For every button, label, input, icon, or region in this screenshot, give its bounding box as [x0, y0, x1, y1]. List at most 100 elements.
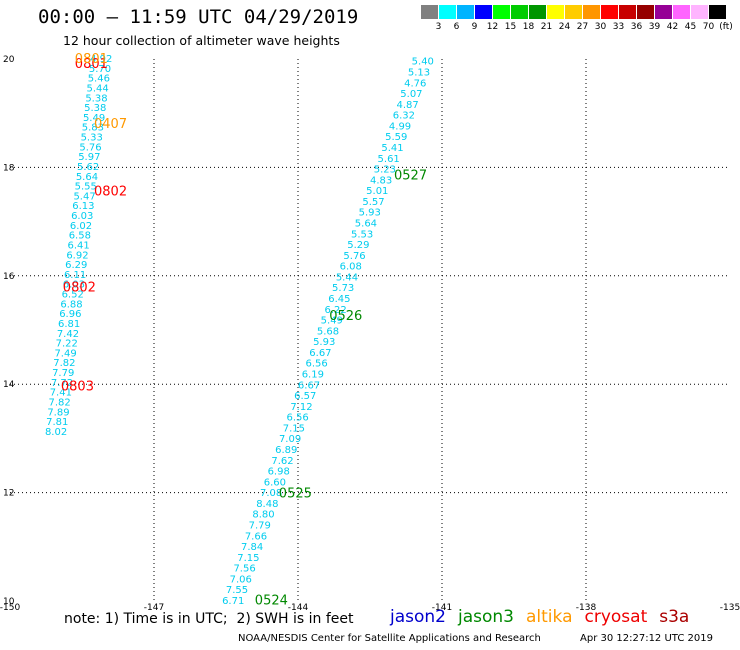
wave-height-label: 7.12 [290, 402, 312, 413]
legend-swatch [691, 5, 708, 19]
legend-unit: (ft) [719, 22, 733, 32]
wave-height-label: 7.79 [52, 368, 74, 379]
wave-height-label: 5.64 [355, 218, 377, 229]
wave-height-label: 5.49 [83, 113, 105, 124]
legend-swatch [601, 5, 618, 19]
wave-height-label: 7.49 [54, 348, 76, 359]
legend-swatch [547, 5, 564, 19]
wave-height-label: 5.44 [87, 83, 109, 94]
credit-line: NOAA/NESDIS Center for Satellite Applica… [238, 633, 541, 644]
legend-label: 30 [594, 22, 607, 32]
wave-height-label: 7.79 [249, 520, 271, 531]
wave-height-label: 5.70 [89, 64, 111, 75]
wave-height-label: 7.66 [245, 531, 267, 542]
wave-height-label: 5.33 [81, 133, 103, 144]
legend-label: 9 [471, 22, 478, 32]
satellite-s3a: s3a [659, 607, 690, 627]
time-label: 0801 [75, 57, 108, 72]
wave-height-label: 6.57 [294, 391, 316, 402]
y-tick-label: 16 [3, 272, 15, 282]
wave-height-label: 5.40 [412, 57, 434, 68]
legend-label: 12 [486, 22, 499, 32]
legend-swatch [619, 5, 636, 19]
x-tick-label: -150 [0, 603, 20, 613]
wave-height-label: 4.99 [389, 121, 411, 132]
legend-label: 36 [630, 22, 643, 32]
legend-swatch [565, 5, 582, 19]
legend-swatch [511, 5, 528, 19]
wave-height-label: 5.93 [359, 208, 381, 219]
y-tick-label: 12 [3, 489, 14, 499]
wave-height-label: 6.52 [62, 290, 84, 301]
wave-height-label: 4.92 [90, 54, 112, 65]
x-tick-label: -141 [432, 603, 452, 613]
wave-height-label: 7.15 [283, 423, 305, 434]
wave-height-label: 7.82 [53, 358, 75, 369]
wave-height-label: 5.46 [88, 74, 110, 85]
legend-swatch [493, 5, 510, 19]
wave-height-label: 5.44 [336, 272, 358, 283]
wave-height-label: 7.09 [279, 434, 301, 445]
wave-height-label: 6.71 [222, 596, 244, 607]
wave-height-label: 7.41 [50, 388, 72, 399]
legend-label: 39 [648, 22, 661, 32]
legend-label: 42 [666, 22, 679, 32]
legend-swatch [583, 5, 600, 19]
legend-swatch [709, 5, 726, 19]
time-label: 0407 [94, 117, 127, 132]
wave-height-label: 6.96 [59, 309, 81, 320]
legend-label: 18 [522, 22, 535, 32]
wave-height-label: 5.29 [347, 240, 369, 251]
wave-height-label: 5.64 [76, 172, 98, 183]
wave-height-label: 5.47 [73, 191, 95, 202]
wave-height-label: 6.67 [309, 348, 331, 359]
wave-height-label: 5.57 [362, 197, 384, 208]
legend-label: 21 [540, 22, 553, 32]
wave-height-label: 6.60 [264, 477, 286, 488]
wave-height-label: 5.53 [351, 229, 373, 240]
y-tick-label: 20 [3, 55, 15, 65]
x-tick-label: -147 [144, 603, 164, 613]
legend-label: 33 [612, 22, 625, 32]
legend-label: 15 [504, 22, 517, 32]
x-tick-label: -144 [288, 603, 309, 613]
wave-height-label: 5.13 [408, 67, 430, 78]
wave-height-label: 6.67 [298, 380, 320, 391]
chart-title: 00:00 – 11:59 UTC 04/29/2019 [38, 6, 359, 28]
time-label: 0527 [394, 168, 427, 183]
wave-height-label: 5.23 [374, 165, 396, 176]
x-tick-label: -138 [576, 603, 597, 613]
legend-swatch [421, 5, 438, 19]
time-label: 0525 [279, 487, 312, 502]
wave-height-label: 8.48 [256, 499, 278, 510]
legend-label: 70 [702, 22, 715, 32]
chart-subtitle: 12 hour collection of altimeter wave hei… [63, 33, 340, 48]
legend-swatch [529, 5, 546, 19]
satellite-altika: altika [526, 607, 573, 627]
legend-swatch [655, 5, 672, 19]
wave-height-label: 5.07 [400, 89, 422, 100]
wave-height-label: 6.19 [302, 369, 324, 380]
wave-height-label: 6.81 [58, 319, 80, 330]
wave-height-label: 5.73 [332, 283, 354, 294]
wave-height-label: 6.45 [328, 294, 350, 305]
wave-height-label: 4.83 [370, 175, 392, 186]
wave-height-label: 5.38 [85, 93, 107, 104]
time-label: 0524 [255, 593, 288, 608]
wave-height-label: 7.15 [237, 553, 259, 564]
time-label: 0803 [61, 379, 94, 394]
wave-height-label: 5.55 [75, 182, 97, 193]
y-tick-label: 10 [3, 597, 15, 607]
wave-height-label: 6.22 [324, 305, 346, 316]
time-label: 0801 [75, 52, 108, 67]
wave-height-label: 7.81 [46, 417, 68, 428]
x-tick-label: -135 [720, 603, 740, 613]
wave-height-label: 5.01 [366, 186, 388, 197]
wave-height-label: 5.38 [84, 103, 106, 114]
wave-height-label: 6.32 [393, 111, 415, 122]
wave-height-label: 7.62 [271, 456, 293, 467]
wave-height-label: 5.76 [79, 142, 101, 153]
wave-height-label: 6.92 [66, 250, 88, 261]
wave-height-label: 6.03 [63, 280, 85, 291]
wave-height-label: 5.93 [313, 337, 335, 348]
